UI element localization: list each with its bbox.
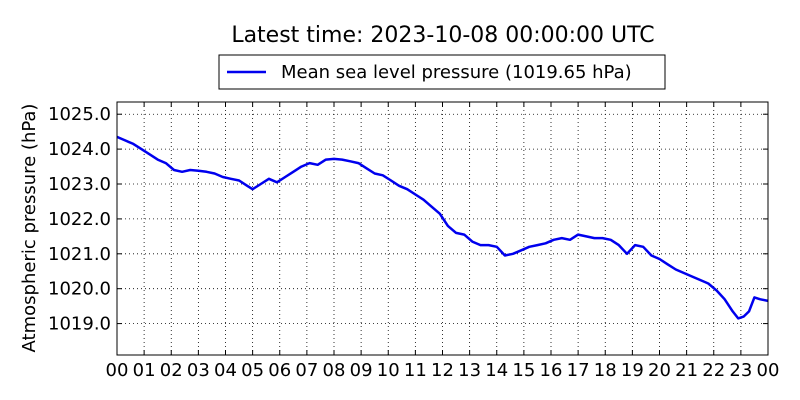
x-tick-label: 16 (540, 360, 563, 381)
x-tick-label: 00 (757, 360, 780, 381)
x-tick-label: 17 (567, 360, 590, 381)
x-tick-label: 20 (648, 360, 671, 381)
x-tick-label: 19 (621, 360, 644, 381)
x-tick-label: 00 (106, 360, 129, 381)
x-tick-label: 08 (323, 360, 346, 381)
x-tick-label: 11 (404, 360, 427, 381)
legend-box (218, 54, 666, 90)
y-axis-label: Atmospheric pressure (hPa) (19, 104, 40, 353)
grid-lines (117, 102, 768, 355)
x-tick-label: 13 (458, 360, 481, 381)
y-tick-label: 1023.0 (48, 174, 111, 195)
chart-title: Latest time: 2023-10-08 00:00:00 UTC (231, 23, 654, 48)
y-tick-label: 1021.0 (48, 244, 111, 265)
y-tick-label: 1025.0 (48, 104, 111, 125)
x-tick-label: 10 (377, 360, 400, 381)
y-axis-ticks: 1019.0 1020.0 1021.0 1022.0 1023.0 1024.0 1025… (48, 104, 768, 335)
x-tick-label: 01 (133, 360, 156, 381)
x-tick-label: 21 (675, 360, 698, 381)
legend-label: Mean sea level pressure (1019.65 hPa) (281, 62, 632, 83)
series-line (116, 135, 769, 320)
y-tick-label: 1022.0 (48, 209, 111, 230)
y-tick-label: 1024.0 (48, 139, 111, 160)
x-tick-label: 09 (350, 360, 373, 381)
y-tick-label: 1019.0 (48, 314, 111, 335)
x-tick-label: 04 (214, 360, 237, 381)
x-tick-label: 18 (594, 360, 617, 381)
y-tick-label: 1020.0 (48, 279, 111, 300)
x-tick-label: 06 (268, 360, 291, 381)
x-tick-label: 05 (241, 360, 264, 381)
x-tick-label: 12 (431, 360, 454, 381)
x-tick-label: 02 (160, 360, 183, 381)
plot-area-frame (116, 101, 769, 356)
x-tick-label: 22 (702, 360, 725, 381)
x-tick-label: 14 (485, 360, 508, 381)
x-tick-label: 23 (729, 360, 752, 381)
x-axis-ticks: 00 01 02 03 04 05 06 07 08 09 10 11 12 13 14 15 16 17 18 19… (106, 102, 780, 381)
x-tick-label: 03 (187, 360, 210, 381)
x-tick-label: 15 (512, 360, 535, 381)
x-tick-label: 07 (295, 360, 318, 381)
legend: Mean sea level pressure (1019.65 hPa) (218, 54, 666, 90)
